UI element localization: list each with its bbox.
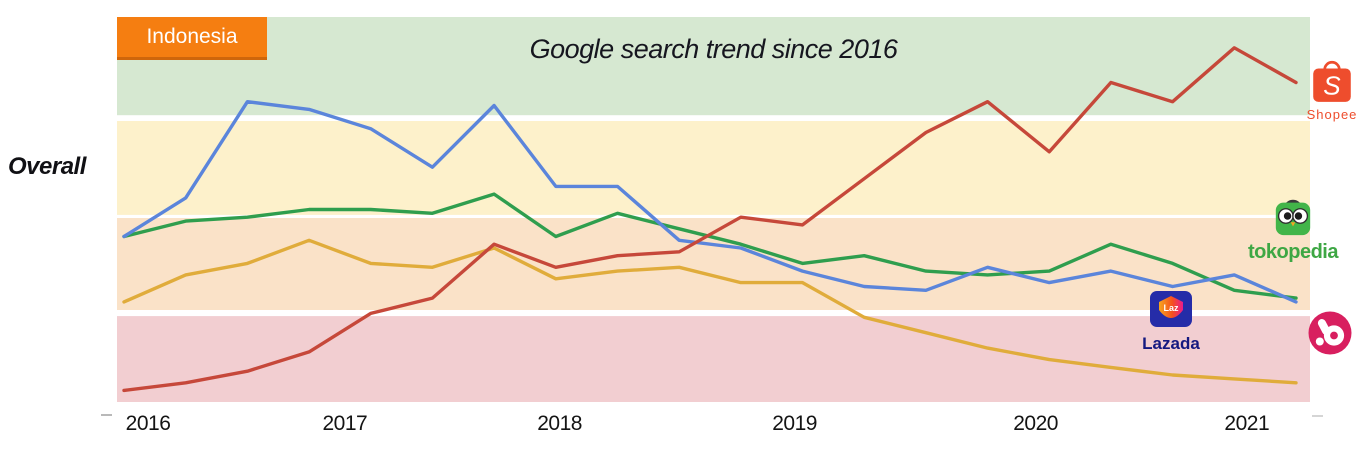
- svg-text:Laz: Laz: [1163, 303, 1179, 313]
- tokopedia-logo: tokopedia: [1240, 195, 1346, 264]
- band-quartile-high: [117, 121, 1310, 215]
- axis-tick-left: [101, 414, 112, 416]
- tokopedia-logo-label: tokopedia: [1248, 241, 1338, 263]
- trend-line-chart: [117, 17, 1310, 402]
- bukalapak-b-icon: [1308, 311, 1352, 355]
- series-line-bukalapak: [122, 99, 1298, 304]
- shopee-logo-label: Shopee: [1306, 107, 1358, 122]
- series-line-tokopedia: [122, 192, 1298, 300]
- region-badge-indonesia[interactable]: Indonesia: [117, 17, 267, 60]
- series-line-shopee: [122, 46, 1298, 393]
- x-tick-2020: 2020: [1013, 412, 1058, 435]
- lazada-logo: Laz Lazada: [1136, 290, 1206, 354]
- x-tick-2017: 2017: [322, 412, 368, 435]
- x-tick-2018: 2018: [537, 412, 582, 435]
- x-tick-2016: 2016: [125, 412, 171, 435]
- axis-tick-right: [1312, 415, 1323, 417]
- x-tick-2021: 2021: [1224, 412, 1270, 435]
- band-quartile-bottom: [117, 316, 1310, 402]
- chart-area: [117, 17, 1310, 402]
- bukalapak-logo: [1306, 310, 1354, 358]
- shopee-logo: S Shopee: [1296, 56, 1367, 122]
- lazada-tile-icon: Laz: [1150, 291, 1192, 327]
- x-axis: 2016 2017 2018 2019 2020 2021: [117, 412, 1310, 442]
- band-quartile-top: [117, 17, 1310, 116]
- row-label: Overall: [8, 153, 86, 180]
- x-tick-2019: 2019: [772, 412, 817, 435]
- lazada-logo-label: Lazada: [1142, 334, 1200, 353]
- tokopedia-owl-bag-icon: [1275, 199, 1311, 236]
- shopee-bag-icon: S: [1313, 60, 1351, 102]
- series-line-lazada: [122, 238, 1298, 385]
- chart-title: Google search trend since 2016: [529, 34, 898, 64]
- svg-text:S: S: [1323, 71, 1341, 101]
